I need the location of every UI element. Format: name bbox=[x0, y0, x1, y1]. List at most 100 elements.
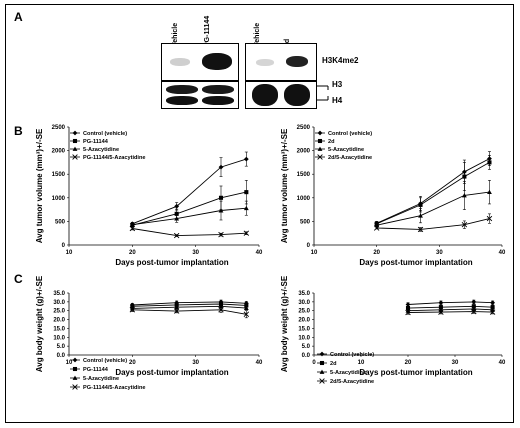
legend: Control (vehicle) 2d 5-Azacytidine 2d/5-Aza… bbox=[317, 351, 374, 385]
legend-label: Control (vehicle) bbox=[328, 131, 372, 137]
data-point bbox=[405, 306, 411, 311]
series-2 bbox=[130, 180, 249, 228]
legend-marker bbox=[72, 384, 78, 390]
y-tick-label: 10.0 bbox=[53, 335, 65, 341]
panel-label-b: B bbox=[14, 124, 23, 138]
x-axis-title: Days post-tumor implantation bbox=[359, 258, 472, 267]
blot-label-h4: H4 bbox=[332, 96, 343, 105]
series-3 bbox=[374, 180, 492, 228]
series-line bbox=[132, 158, 247, 225]
series-1 bbox=[129, 151, 249, 227]
data-point bbox=[129, 225, 136, 232]
blot-band bbox=[202, 53, 232, 70]
y-tick-label: 2500 bbox=[52, 125, 66, 131]
y-tick-label: 30.0 bbox=[298, 300, 310, 306]
y-tick-label: 30.0 bbox=[53, 300, 65, 306]
data-point bbox=[244, 190, 249, 195]
data-point bbox=[438, 305, 443, 310]
x-tick-label: 30 bbox=[192, 360, 199, 366]
legend-label: 5-Azacytidine bbox=[83, 376, 119, 382]
panel-label-c: C bbox=[14, 272, 23, 286]
legend: Control (vehicle) 2d 5-Azacytidine 2d/5-Aza… bbox=[315, 130, 372, 161]
data-point bbox=[174, 211, 179, 216]
chart-3: 0.0 5.0 10.0 15.0 20.0 25.0 30.0 35.0 10 20 30 40 Da… bbox=[35, 275, 263, 391]
y-tick-label: 15.0 bbox=[298, 326, 310, 332]
y-axis-title: Avg tumor volume (mm³)+/-SE bbox=[280, 128, 289, 243]
x-tick-label: 20 bbox=[373, 250, 380, 256]
y-tick-label: 0 bbox=[62, 243, 66, 249]
series-line bbox=[132, 303, 247, 307]
data-point bbox=[174, 216, 180, 221]
data-point bbox=[129, 307, 136, 313]
x-tick-label: 10 bbox=[66, 250, 73, 256]
series-4 bbox=[129, 225, 250, 239]
legend-marker bbox=[317, 138, 323, 144]
y-tick-label: 35.0 bbox=[298, 291, 310, 297]
blot-band bbox=[166, 85, 198, 94]
blot-bracket-lines bbox=[316, 85, 329, 101]
y-tick-label: 0 bbox=[307, 243, 311, 249]
data-point bbox=[174, 203, 180, 209]
series-4 bbox=[373, 213, 493, 233]
x-axis-title: Days post-tumor implantation bbox=[115, 368, 228, 377]
data-point bbox=[489, 309, 496, 315]
series-line bbox=[376, 162, 490, 225]
y-tick-label: 35.0 bbox=[53, 291, 65, 297]
series-line bbox=[132, 207, 247, 226]
x-axis-title: Days post-tumor implantation bbox=[115, 258, 228, 267]
blot-band bbox=[202, 85, 234, 94]
data-point bbox=[486, 215, 493, 222]
legend-label: Control (vehicle) bbox=[83, 131, 127, 137]
blot-band bbox=[166, 96, 198, 105]
legend-marker bbox=[72, 154, 78, 160]
legend-marker bbox=[317, 130, 323, 136]
data-point bbox=[405, 302, 411, 307]
data-point bbox=[129, 222, 135, 227]
x-tick-label: 10 bbox=[358, 360, 365, 366]
y-tick-label: 0.0 bbox=[302, 353, 311, 359]
data-point bbox=[471, 308, 477, 315]
y-tick-label: 2000 bbox=[297, 149, 311, 155]
y-tick-label: 1000 bbox=[52, 196, 66, 202]
data-point bbox=[462, 193, 467, 198]
data-point bbox=[418, 202, 423, 207]
legend-label: 5-Azacytidine bbox=[328, 147, 364, 153]
blot-band bbox=[202, 96, 234, 105]
legend-label: 2d bbox=[328, 139, 335, 145]
figure-frame bbox=[5, 4, 514, 423]
legend-label: PG-11144 bbox=[83, 367, 109, 373]
series-line bbox=[132, 301, 247, 306]
x-tick-label: 30 bbox=[436, 250, 443, 256]
data-point bbox=[218, 208, 224, 213]
y-tick-label: 25.0 bbox=[53, 309, 65, 315]
series-2 bbox=[374, 155, 492, 226]
y-tick-label: 0.0 bbox=[57, 353, 66, 359]
legend: Control (vehicle) PG-11144 5-Azacytidine PG… bbox=[70, 357, 146, 391]
data-point bbox=[418, 213, 423, 218]
legend-marker bbox=[72, 375, 78, 380]
y-tick-label: 2500 bbox=[297, 125, 311, 131]
y-tick-label: 10.0 bbox=[298, 335, 310, 341]
data-point bbox=[243, 230, 250, 236]
series-line bbox=[376, 158, 490, 224]
legend-marker bbox=[317, 146, 323, 151]
series-line bbox=[407, 311, 493, 313]
data-point bbox=[487, 160, 492, 165]
data-point bbox=[218, 231, 224, 238]
legend-label: 5-Azacytidine bbox=[83, 147, 119, 153]
y-tick-label: 500 bbox=[300, 219, 311, 225]
data-point bbox=[218, 195, 224, 200]
y-tick-label: 20.0 bbox=[53, 318, 65, 324]
blot-band bbox=[284, 84, 310, 106]
y-axis-title: Avg tumor volume (mm³)+/-SE bbox=[35, 128, 44, 243]
legend-label: Control (vehicle) bbox=[83, 358, 127, 364]
legend-marker bbox=[72, 130, 78, 136]
series-4 bbox=[405, 308, 496, 316]
y-axis-title: Avg body weight (g)+/-SE bbox=[35, 275, 44, 372]
series-line bbox=[132, 305, 247, 309]
data-point bbox=[218, 307, 224, 313]
data-point bbox=[471, 304, 476, 309]
y-tick-label: 25.0 bbox=[298, 309, 310, 315]
legend-label: PG-11144/5-Azacytidine bbox=[83, 155, 146, 161]
